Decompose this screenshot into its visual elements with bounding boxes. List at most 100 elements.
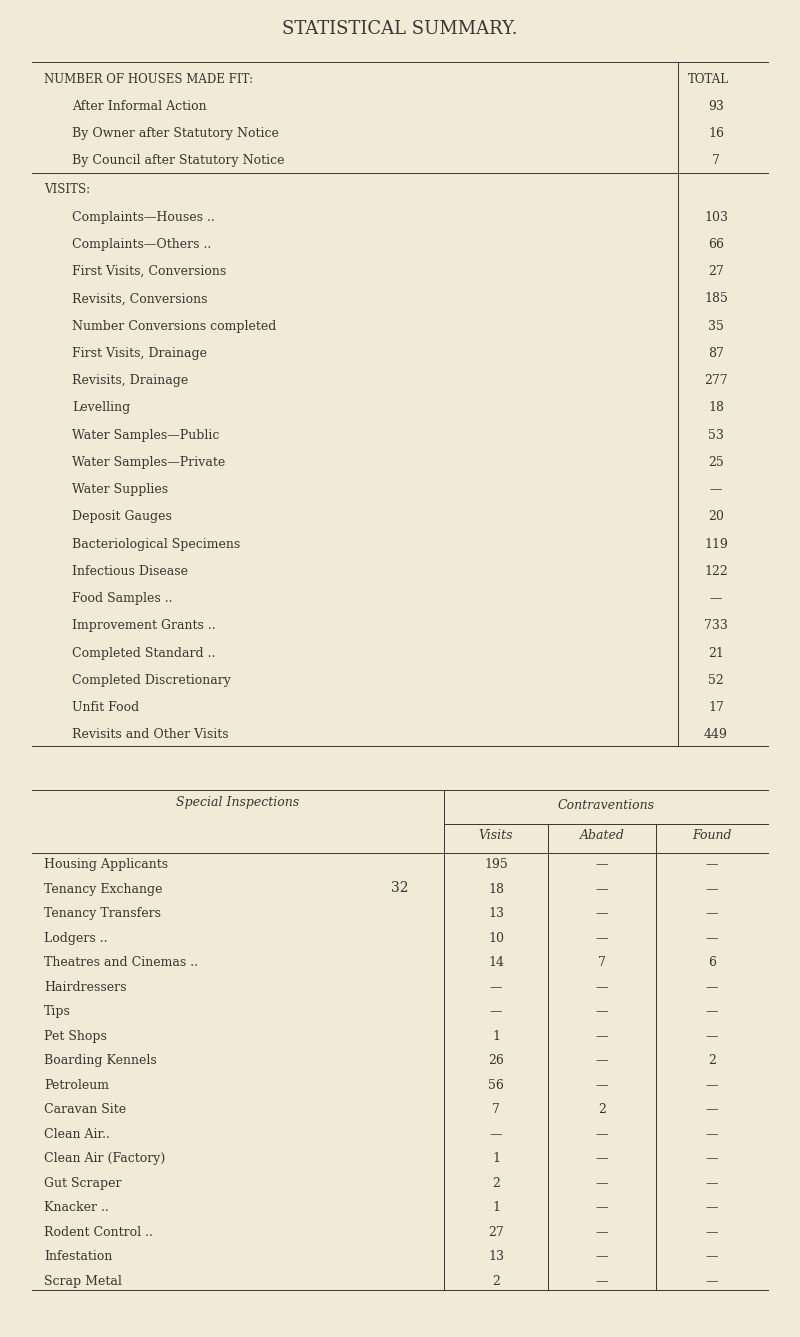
Text: Petroleum: Petroleum: [44, 1079, 109, 1092]
Text: 27: 27: [708, 265, 724, 278]
Text: STATISTICAL SUMMARY.: STATISTICAL SUMMARY.: [282, 20, 518, 37]
Text: 7: 7: [598, 956, 606, 969]
Text: —: —: [596, 1250, 608, 1263]
Text: Water Supplies: Water Supplies: [72, 483, 168, 496]
Text: Food Samples ..: Food Samples ..: [72, 592, 173, 606]
Text: —: —: [596, 1128, 608, 1140]
Text: 185: 185: [704, 293, 728, 305]
Text: 122: 122: [704, 564, 728, 578]
Text: Clean Air (Factory): Clean Air (Factory): [44, 1152, 166, 1166]
Text: Tenancy Transfers: Tenancy Transfers: [44, 908, 161, 920]
Text: —: —: [596, 1202, 608, 1214]
Text: 195: 195: [484, 858, 508, 872]
Text: 2: 2: [598, 1103, 606, 1116]
Text: Pet Shops: Pet Shops: [44, 1029, 107, 1043]
Text: Improvement Grants ..: Improvement Grants ..: [72, 619, 216, 632]
Text: Unfit Food: Unfit Food: [72, 701, 139, 714]
Text: Rodent Control ..: Rodent Control ..: [44, 1226, 153, 1239]
Text: 7: 7: [712, 154, 720, 167]
Text: —: —: [596, 1005, 608, 1019]
Text: —: —: [706, 1079, 718, 1092]
Text: 6: 6: [708, 956, 716, 969]
Text: —: —: [596, 932, 608, 945]
Text: Found: Found: [692, 829, 732, 842]
Text: —: —: [490, 1128, 502, 1140]
Text: NUMBER OF HOUSES MADE FIT:: NUMBER OF HOUSES MADE FIT:: [44, 72, 253, 86]
Text: 32: 32: [391, 881, 409, 894]
Text: —: —: [490, 1005, 502, 1019]
Text: 17: 17: [708, 701, 724, 714]
Text: —: —: [490, 981, 502, 993]
Text: 93: 93: [708, 100, 724, 112]
Text: —: —: [596, 1079, 608, 1092]
Text: —: —: [706, 1029, 718, 1043]
Text: 87: 87: [708, 346, 724, 360]
Text: 26: 26: [488, 1055, 504, 1067]
Text: 52: 52: [708, 674, 724, 687]
Text: Bacteriological Specimens: Bacteriological Specimens: [72, 537, 240, 551]
Text: Abated: Abated: [579, 829, 625, 842]
Text: Deposit Gauges: Deposit Gauges: [72, 511, 172, 523]
Text: —: —: [706, 1152, 718, 1166]
Text: Tenancy Exchange: Tenancy Exchange: [44, 882, 162, 896]
Text: 1: 1: [492, 1202, 500, 1214]
Text: Visits: Visits: [478, 829, 514, 842]
Text: VISITS:: VISITS:: [44, 183, 90, 197]
Text: 27: 27: [488, 1226, 504, 1239]
Text: 18: 18: [488, 882, 504, 896]
Text: Number Conversions completed: Number Conversions completed: [72, 320, 276, 333]
Text: 56: 56: [488, 1079, 504, 1092]
Text: —: —: [596, 1055, 608, 1067]
Text: —: —: [706, 1226, 718, 1239]
Text: —: —: [596, 858, 608, 872]
Text: —: —: [596, 981, 608, 993]
Text: Revisits and Other Visits: Revisits and Other Visits: [72, 729, 229, 741]
Text: —: —: [710, 483, 722, 496]
Text: Contraventions: Contraventions: [558, 800, 654, 812]
Text: 733: 733: [704, 619, 728, 632]
Text: 53: 53: [708, 429, 724, 441]
Text: —: —: [706, 1250, 718, 1263]
Text: First Visits, Conversions: First Visits, Conversions: [72, 265, 226, 278]
Text: —: —: [706, 981, 718, 993]
Text: 16: 16: [708, 127, 724, 140]
Text: 14: 14: [488, 956, 504, 969]
Text: 10: 10: [488, 932, 504, 945]
Text: Infestation: Infestation: [44, 1250, 112, 1263]
Text: 35: 35: [708, 320, 724, 333]
Text: 1: 1: [492, 1152, 500, 1166]
Text: Special Inspections: Special Inspections: [177, 796, 299, 809]
Text: Completed Discretionary: Completed Discretionary: [72, 674, 231, 687]
Text: By Owner after Statutory Notice: By Owner after Statutory Notice: [72, 127, 279, 140]
Text: Clean Air..: Clean Air..: [44, 1128, 110, 1140]
Text: 277: 277: [704, 374, 728, 388]
Text: —: —: [596, 1275, 608, 1288]
Text: —: —: [706, 1275, 718, 1288]
Text: —: —: [706, 1005, 718, 1019]
Text: —: —: [596, 1152, 608, 1166]
Text: 119: 119: [704, 537, 728, 551]
Text: Complaints—Houses ..: Complaints—Houses ..: [72, 211, 214, 223]
Text: —: —: [596, 882, 608, 896]
Text: —: —: [596, 908, 608, 920]
Text: Revisits, Conversions: Revisits, Conversions: [72, 293, 207, 305]
Text: Tips: Tips: [44, 1005, 71, 1019]
Text: —: —: [706, 932, 718, 945]
Text: 66: 66: [708, 238, 724, 251]
Text: —: —: [706, 1177, 718, 1190]
Text: Completed Standard ..: Completed Standard ..: [72, 647, 215, 659]
Text: After Informal Action: After Informal Action: [72, 100, 206, 112]
Text: Revisits, Drainage: Revisits, Drainage: [72, 374, 188, 388]
Text: Gut Scraper: Gut Scraper: [44, 1177, 122, 1190]
Text: Complaints—Others ..: Complaints—Others ..: [72, 238, 211, 251]
Text: —: —: [706, 858, 718, 872]
Text: —: —: [596, 1226, 608, 1239]
Text: Theatres and Cinemas ..: Theatres and Cinemas ..: [44, 956, 198, 969]
Text: 25: 25: [708, 456, 724, 469]
Text: —: —: [706, 1128, 718, 1140]
Text: Infectious Disease: Infectious Disease: [72, 564, 188, 578]
Text: 7: 7: [492, 1103, 500, 1116]
Text: Caravan Site: Caravan Site: [44, 1103, 126, 1116]
Text: 18: 18: [708, 401, 724, 414]
Text: —: —: [706, 1103, 718, 1116]
